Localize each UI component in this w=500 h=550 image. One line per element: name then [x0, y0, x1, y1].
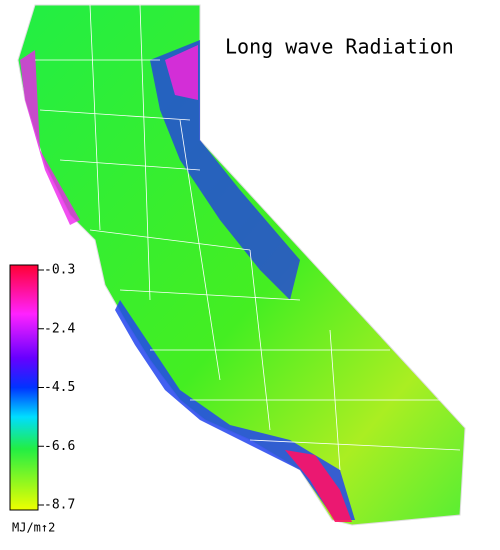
south-coast	[115, 300, 355, 520]
colorbar-tick-label: -2.4	[44, 321, 75, 336]
map-title: Long wave Radiation	[225, 35, 454, 59]
la-basin	[285, 450, 352, 522]
county-lines	[35, 4, 461, 471]
colorbar: -0.3 -2.4 -4.5 -6.6 -8.7	[9, 263, 75, 513]
colorbar-tick-label: -0.3	[44, 263, 75, 278]
california	[17, 4, 466, 526]
northeast-high	[165, 45, 198, 100]
colorbar-unit: MJ/m↑2	[12, 521, 55, 535]
colorbar-tick-label: -4.5	[44, 380, 75, 395]
sierra-band	[150, 40, 300, 300]
north-coast	[20, 50, 80, 225]
colorbar-tick-label: -8.7	[44, 498, 75, 513]
colorbar-tick-label: -6.6	[44, 439, 75, 454]
colorbar-scale	[9, 264, 39, 511]
